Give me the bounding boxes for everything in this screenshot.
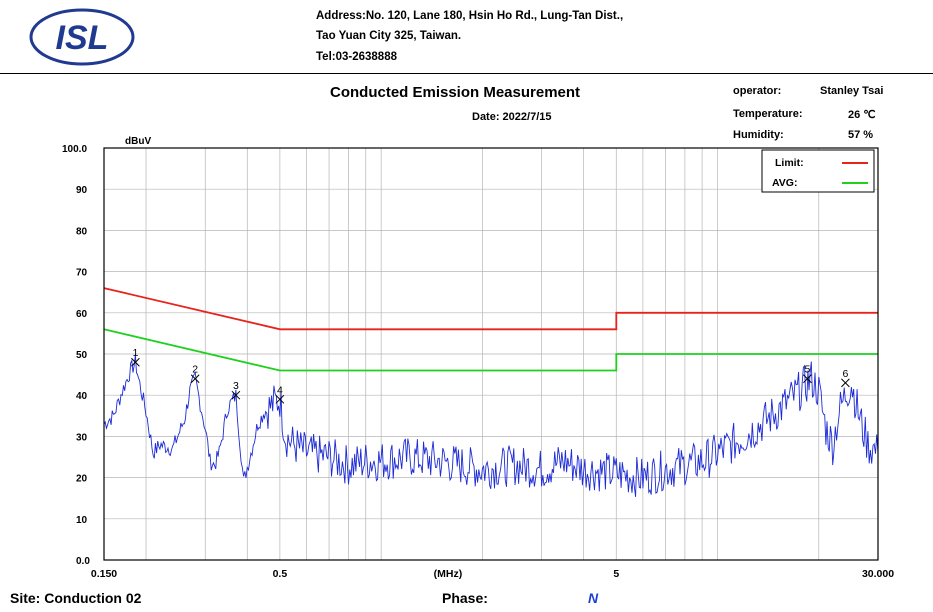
peak-marker-label: 2 — [192, 364, 198, 376]
operator-label: operator: — [733, 85, 782, 97]
peak-marker — [841, 378, 850, 388]
avg-limit-line — [103, 328, 878, 372]
peak-marker-label: 1 — [133, 347, 139, 359]
peak-marker — [190, 374, 200, 384]
plot-frame — [103, 147, 879, 561]
address-line-2: Tao Yuan City 325, Taiwan. — [316, 30, 462, 42]
x-tick-label: 5 — [613, 568, 619, 580]
measurement-trace — [103, 354, 879, 497]
operator-value: Stanley Tsai — [820, 85, 884, 97]
logo-text: ISL — [56, 19, 109, 57]
peak-marker-label: 3 — [233, 380, 239, 392]
temperature-value: 26 ℃ — [848, 109, 876, 121]
y-tick-label: 10 — [76, 515, 88, 526]
report-title: Conducted Emission Measurement — [330, 84, 581, 101]
y-tick-label: 70 — [76, 268, 88, 279]
telephone: Tel:03-2638888 — [316, 51, 397, 63]
address-line-1: Address:No. 120, Lane 180, Hsin Ho Rd., … — [316, 10, 624, 22]
y-tick-label: 50 — [76, 350, 88, 361]
x-tick-label: 0.5 — [273, 568, 288, 580]
legend-entry-label: AVG: — [772, 177, 797, 189]
y-tick-label: 60 — [76, 309, 88, 320]
chart-markers: 1 2 3 4 5 6 — [131, 347, 850, 404]
legend-box — [761, 149, 875, 193]
y-tick-label: 90 — [76, 185, 88, 196]
x-tick-label: 30.000 — [862, 568, 894, 580]
y-tick-label: 80 — [76, 226, 88, 237]
peak-marker-label: 6 — [842, 368, 848, 380]
report-date: Date: 2022/7/15 — [472, 111, 552, 123]
peak-marker-label: 5 — [804, 364, 810, 376]
y-tick-label: 40 — [76, 391, 88, 402]
phase-label: Phase: — [442, 590, 488, 606]
chart-legend: Limit: AVG: — [761, 149, 875, 193]
legend-entry-label: Limit: — [775, 157, 804, 169]
y-axis-label: dBuV — [125, 136, 151, 147]
peak-marker — [131, 357, 140, 367]
header-divider — [0, 73, 933, 74]
x-tick-label: 0.150 — [91, 568, 117, 580]
peak-marker — [231, 390, 241, 400]
x-tick-label: (MHz) — [434, 568, 463, 580]
peak-marker — [275, 394, 285, 404]
chart-series — [103, 287, 879, 497]
isl-logo: ISL — [29, 8, 135, 66]
peak-marker — [803, 374, 812, 384]
peak-marker-label: 4 — [277, 384, 283, 396]
humidity-label: Humidity: — [733, 129, 784, 141]
temperature-label: Temperature: — [733, 108, 803, 120]
y-tick-label: 0.0 — [76, 556, 90, 567]
y-tick-label: 30 — [76, 432, 88, 443]
y-tick-label: 100.0 — [62, 144, 87, 155]
limit-line — [103, 287, 878, 331]
y-tick-label: 20 — [76, 474, 88, 485]
site-label: Site: Conduction 02 — [10, 590, 142, 606]
phase-value: N — [588, 590, 599, 606]
humidity-value: 57 % — [848, 129, 874, 141]
